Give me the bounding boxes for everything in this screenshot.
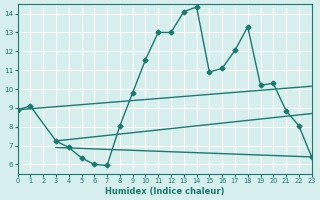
- X-axis label: Humidex (Indice chaleur): Humidex (Indice chaleur): [105, 187, 224, 196]
